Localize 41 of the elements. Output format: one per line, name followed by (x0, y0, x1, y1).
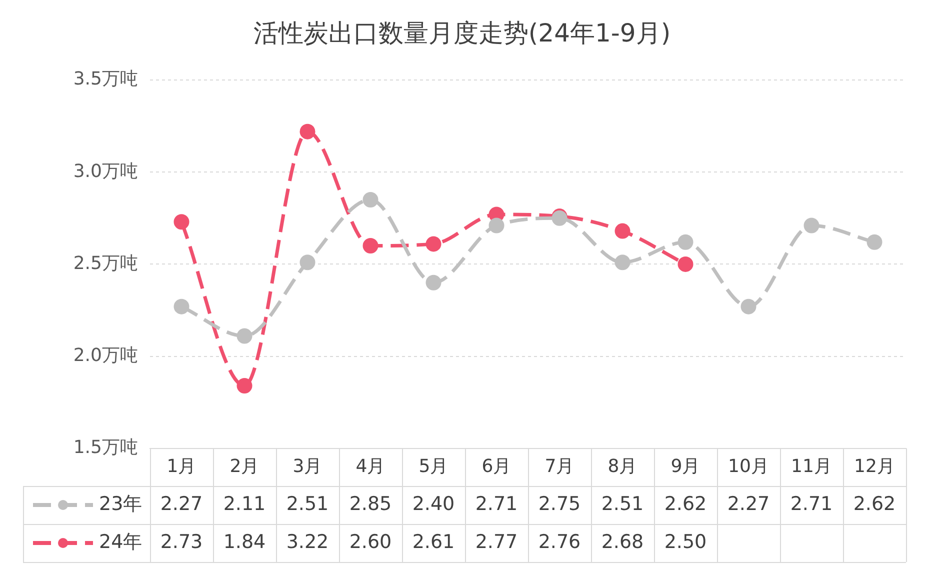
data-label: 2.50 (664, 530, 707, 553)
data-label: 2.51 (601, 492, 644, 515)
y-tick-label: 3.0万吨 (73, 160, 138, 182)
x-tick-label: 11月 (791, 456, 832, 477)
data-label: 2.85 (349, 492, 392, 515)
data-label: 2.62 (664, 492, 707, 515)
y-tick-label: 2.5万吨 (73, 252, 138, 274)
data-label: 2.51 (286, 492, 329, 515)
data-label: 2.27 (727, 492, 770, 515)
x-tick-label: 6月 (482, 456, 512, 477)
y-tick-label: 1.5万吨 (73, 437, 138, 458)
x-tick-label: 5月 (418, 456, 448, 477)
x-tick-label: 12月 (854, 456, 895, 477)
data-label: 2.68 (601, 530, 644, 553)
y-tick-label: 3.5万吨 (73, 68, 138, 90)
x-tick-label: 9月 (670, 456, 700, 477)
x-tick-label: 3月 (292, 456, 322, 477)
data-label: 2.40 (412, 492, 455, 515)
data-label: 2.71 (475, 492, 518, 515)
data-label: 2.61 (412, 530, 455, 553)
data-label: 2.73 (160, 530, 203, 553)
data-label: 2.62 (853, 492, 896, 515)
x-tick-label: 1月 (166, 456, 196, 477)
x-tick-label: 10月 (728, 456, 769, 477)
legend-label: 24年 (99, 530, 142, 553)
data-label: 2.71 (790, 492, 833, 515)
data-label: 2.76 (538, 530, 581, 553)
x-tick-label: 7月 (544, 456, 574, 477)
data-label: 2.77 (475, 530, 518, 553)
data-label: 2.75 (538, 492, 581, 515)
x-tick-label: 4月 (356, 456, 386, 477)
x-tick-label: 8月 (608, 456, 638, 477)
y-tick-label: 2.0万吨 (73, 344, 138, 366)
x-tick-label: 2月 (230, 456, 260, 477)
data-label: 2.60 (349, 530, 392, 553)
data-label: 1.84 (223, 530, 266, 553)
data-label: 2.11 (223, 492, 266, 515)
data-label: 2.27 (160, 492, 203, 515)
legend-label: 23年 (99, 492, 142, 515)
data-label: 3.22 (286, 530, 329, 553)
chart-title: 活性炭出口数量月度走势(24年1-9月) (253, 18, 671, 48)
